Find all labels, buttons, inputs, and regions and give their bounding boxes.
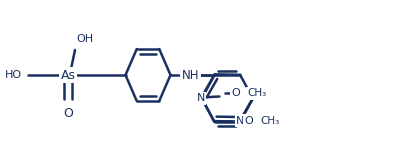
Text: OH: OH <box>76 34 93 44</box>
Text: O: O <box>244 116 253 126</box>
Text: As: As <box>60 68 76 81</box>
Text: CH₃: CH₃ <box>260 116 279 126</box>
Text: CH₃: CH₃ <box>247 88 267 99</box>
Text: O: O <box>231 88 240 99</box>
Text: N: N <box>197 93 205 103</box>
Text: O: O <box>63 107 73 120</box>
Text: N: N <box>236 116 244 126</box>
Text: NH: NH <box>182 68 199 81</box>
Text: HO: HO <box>5 70 22 80</box>
